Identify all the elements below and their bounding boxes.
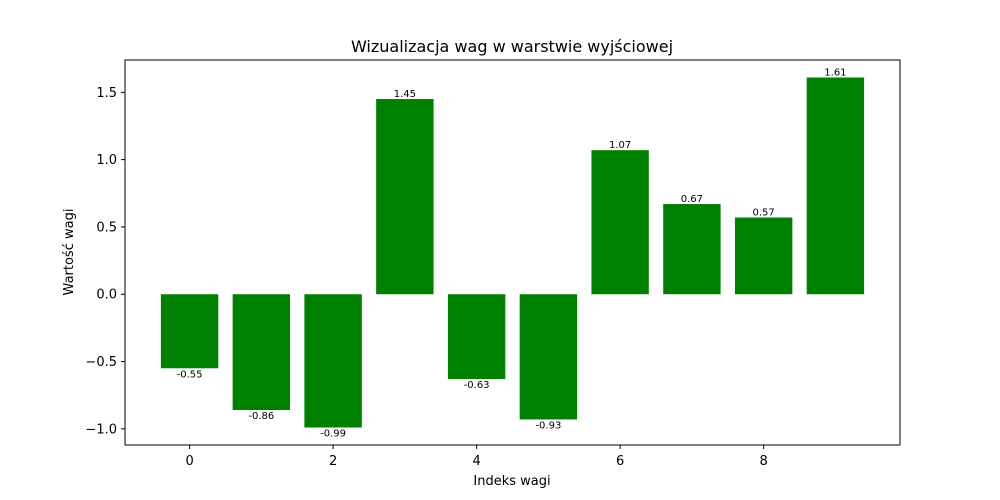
- data-label-3: 1.45: [394, 89, 416, 100]
- data-label-0: -0.55: [177, 369, 203, 380]
- data-label-9: 1.61: [824, 68, 846, 79]
- x-tick-label-0: 0: [185, 454, 193, 469]
- bar-7: [663, 204, 721, 295]
- data-label-1: -0.86: [248, 411, 274, 422]
- x-axis-label: Indeks wagi: [473, 474, 550, 489]
- x-axis-ticks: 0 2 4 6 8: [185, 445, 768, 469]
- bar-9: [806, 77, 865, 295]
- bar-3: [376, 99, 434, 295]
- y-tick-label-0: −1.0: [85, 422, 117, 437]
- x-tick-label-1: 2: [329, 454, 337, 469]
- bar-1: [232, 294, 291, 410]
- data-label-7: 0.67: [681, 194, 703, 205]
- bar-8: [734, 217, 793, 295]
- y-tick-label-5: 1.5: [96, 86, 117, 101]
- y-tick-label-4: 1.0: [96, 153, 117, 168]
- x-tick-label-3: 6: [616, 454, 624, 469]
- y-axis-ticks: −1.0 −0.5 0.0 0.5 1.0 1.5: [85, 86, 125, 437]
- bars-group: [160, 77, 865, 428]
- bar-6: [591, 150, 649, 295]
- data-label-6: 1.07: [609, 140, 631, 151]
- y-tick-label-2: 0.0: [96, 288, 117, 303]
- chart-title: Wizualizacja wag w warstwie wyjściowej: [351, 37, 673, 56]
- plot-frame: [124, 59, 901, 446]
- x-tick-label-4: 8: [760, 454, 768, 469]
- data-labels-group: -0.55 -0.86 -0.99 1.45 -0.63 -0.93 1.07 0.67 0.5…: [177, 68, 847, 440]
- y-axis-label: Wartość wagi: [62, 209, 77, 296]
- bar-5: [519, 294, 578, 420]
- bar-2: [304, 294, 362, 428]
- y-tick-label-1: −0.5: [85, 355, 117, 370]
- data-label-8: 0.57: [753, 208, 775, 219]
- y-tick-label-3: 0.5: [96, 220, 117, 235]
- bar-0: [160, 294, 219, 369]
- data-label-4: -0.63: [464, 380, 490, 391]
- bar-4: [447, 294, 506, 380]
- data-label-5: -0.93: [535, 420, 561, 431]
- data-label-2: -0.99: [320, 429, 346, 440]
- x-tick-label-2: 4: [472, 454, 480, 469]
